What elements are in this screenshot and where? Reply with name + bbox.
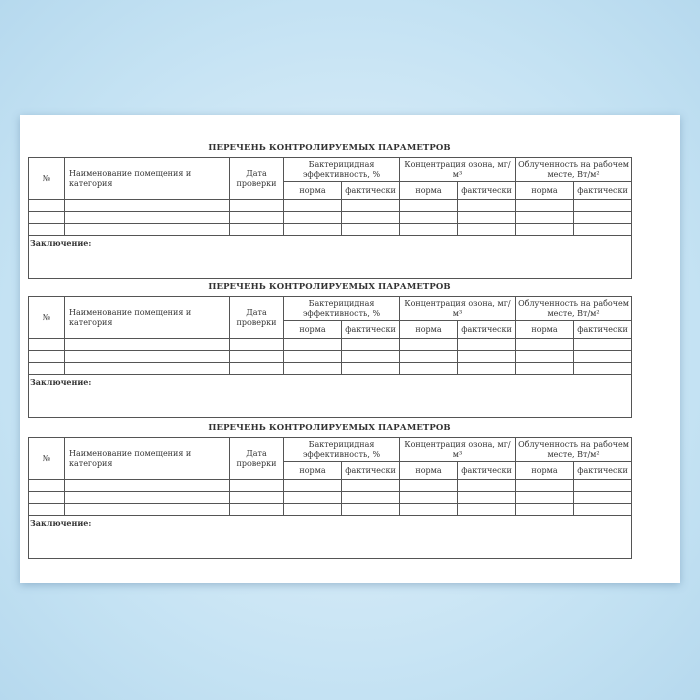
table-row — [28, 338, 633, 351]
header-room: Наименование помещения и категория — [64, 157, 230, 200]
header-ozone: Концентрация озона, мг/м³ — [399, 296, 517, 321]
form-title: ПЕРЕЧЕНЬ КОНТРОЛИРУЕМЫХ ПАРАМЕТРОВ — [208, 143, 451, 153]
header-room: Наименование помещения и категория — [64, 437, 230, 480]
conclusion-field: Заключение: — [27, 235, 633, 279]
form-title: ПЕРЕЧЕНЬ КОНТРОЛИРУЕМЫХ ПАРАМЕТРОВ — [208, 282, 451, 292]
table-row — [28, 211, 633, 224]
header-actual: фактически — [573, 320, 633, 339]
header-actual: фактически — [573, 461, 633, 480]
conclusion-label: Заключение: — [30, 238, 92, 248]
header-actual: фактически — [340, 461, 401, 480]
header-actual: фактически — [457, 181, 517, 200]
header-norm: норма — [399, 461, 459, 480]
table-row — [28, 503, 633, 516]
parameters-table: № Наименование помещения и категория Дат… — [27, 157, 633, 279]
header-norm: норма — [515, 320, 575, 339]
header-norm: норма — [283, 181, 342, 200]
header-date: Дата проверки — [229, 157, 284, 200]
conclusion-field: Заключение: — [27, 515, 633, 559]
header-norm: норма — [515, 461, 575, 480]
parameters-table: № Наименование помещения и категория Дат… — [27, 296, 633, 418]
header-norm: норма — [283, 461, 342, 480]
header-norm: норма — [283, 320, 342, 339]
header-number: № — [28, 296, 65, 339]
header-ozone: Концентрация озона, мг/м³ — [399, 437, 517, 462]
header-date: Дата проверки — [229, 437, 284, 480]
table-row — [28, 479, 633, 492]
header-norm: норма — [515, 181, 575, 200]
parameters-form: ПЕРЕЧЕНЬ КОНТРОЛИРУЕМЫХ ПАРАМЕТРОВ № Наи… — [27, 143, 633, 279]
header-irradiance: Облученность на рабочем месте, Вт/м² — [515, 157, 633, 182]
parameters-form: ПЕРЕЧЕНЬ КОНТРОЛИРУЕМЫХ ПАРАМЕТРОВ № Наи… — [27, 423, 633, 559]
header-actual: фактически — [573, 181, 633, 200]
conclusion-label: Заключение: — [30, 377, 92, 387]
table-row — [28, 491, 633, 504]
header-actual: фактически — [340, 320, 401, 339]
parameters-form: ПЕРЕЧЕНЬ КОНТРОЛИРУЕМЫХ ПАРАМЕТРОВ № Наи… — [27, 282, 633, 418]
table-row — [28, 362, 633, 375]
table-row — [28, 350, 633, 363]
header-ozone: Концентрация озона, мг/м³ — [399, 157, 517, 182]
header-bacterial: Бактерицидная эффективность, % — [282, 296, 401, 321]
table-row — [28, 199, 633, 212]
header-irradiance: Облученность на рабочем месте, Вт/м² — [515, 437, 633, 462]
header-norm: норма — [399, 181, 459, 200]
header-number: № — [28, 437, 65, 480]
header-actual: фактически — [340, 181, 401, 200]
form-title: ПЕРЕЧЕНЬ КОНТРОЛИРУЕМЫХ ПАРАМЕТРОВ — [208, 423, 451, 433]
header-actual: фактически — [457, 320, 517, 339]
header-irradiance: Облученность на рабочем месте, Вт/м² — [515, 296, 633, 321]
conclusion-label: Заключение: — [30, 518, 92, 528]
header-date: Дата проверки — [229, 296, 284, 339]
header-actual: фактически — [457, 461, 517, 480]
header-room: Наименование помещения и категория — [64, 296, 230, 339]
header-number: № — [28, 157, 65, 200]
conclusion-field: Заключение: — [27, 374, 633, 418]
parameters-table: № Наименование помещения и категория Дат… — [27, 437, 633, 559]
header-bacterial: Бактерицидная эффективность, % — [282, 437, 401, 462]
header-norm: норма — [399, 320, 459, 339]
table-row — [28, 223, 633, 236]
header-bacterial: Бактерицидная эффективность, % — [282, 157, 401, 182]
